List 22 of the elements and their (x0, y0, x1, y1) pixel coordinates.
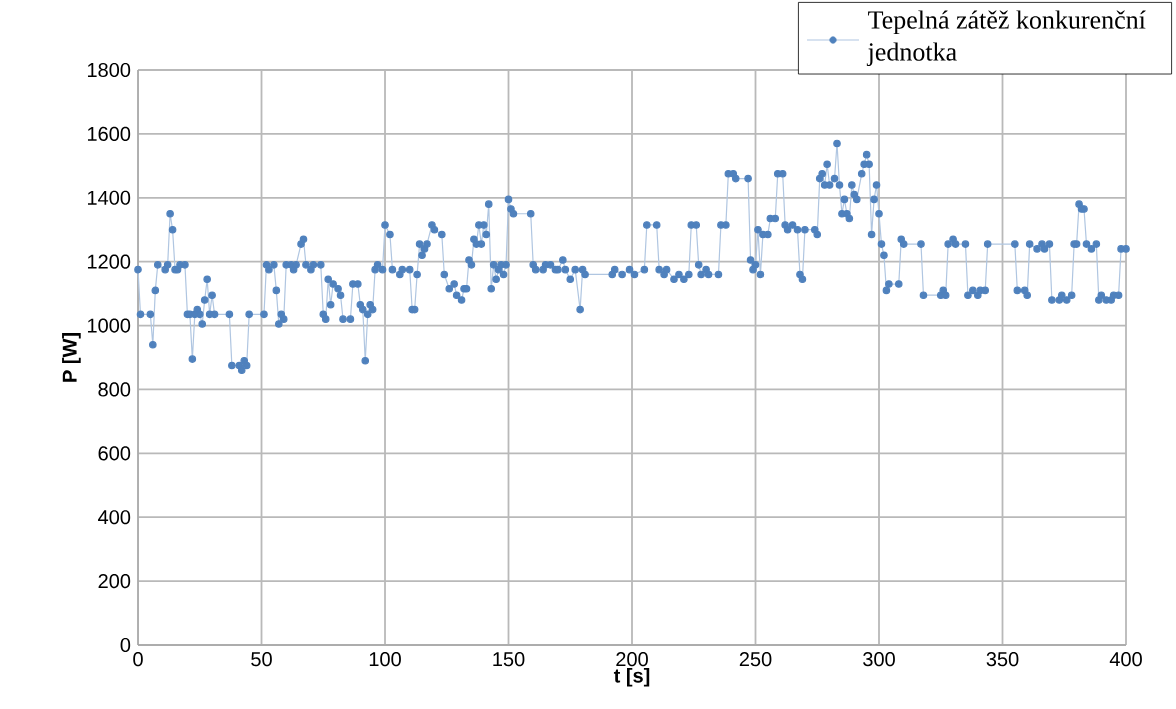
x-tick-label: 150 (493, 652, 525, 667)
x-tick-label: 250 (739, 652, 772, 667)
y-tick-label: 800 (98, 382, 131, 397)
x-tick-label: 300 (863, 652, 895, 667)
x-tick-label: 0 (133, 652, 143, 667)
x-tick-label: 50 (251, 652, 272, 667)
x-tick-label: 400 (1109, 652, 1142, 667)
x-tick-label: 100 (369, 652, 401, 667)
y-tick-label: 0 (120, 637, 131, 653)
y-tick-label: 1400 (87, 190, 131, 205)
y-axis-title: P [W] (62, 333, 81, 382)
y-tick-label: 1800 (87, 62, 131, 78)
x-tick-label: 350 (986, 652, 1019, 667)
y-tick-label: 1200 (87, 254, 131, 269)
x-axis-title: t [s] (613, 667, 650, 687)
y-tick-label: 1000 (87, 318, 131, 333)
y-tick-label: 400 (98, 510, 131, 525)
legend-label: Tepelná zátěž konkurenční jednotka (866, 10, 1146, 67)
y-tick-label: 200 (98, 574, 131, 589)
y-tick-label: 600 (98, 446, 131, 461)
x-tick-label: 200 (616, 652, 648, 667)
y-tick-label: 1600 (87, 126, 131, 141)
